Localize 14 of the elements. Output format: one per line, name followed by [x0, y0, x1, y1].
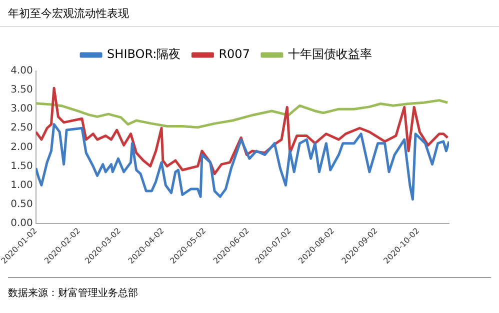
y-tick-label: 4.00 — [10, 66, 33, 77]
chart-title: 年初至今宏观流动性表现 — [0, 0, 499, 27]
y-tick-label: 1.00 — [10, 180, 33, 191]
legend-label: 十年国债收益率 — [288, 47, 372, 62]
y-tick-label: 0.50 — [10, 198, 33, 210]
y-tick-label: 3.00 — [10, 104, 33, 115]
y-tick-label: 2.00 — [10, 142, 33, 153]
y-tick-label: 2.50 — [10, 122, 33, 134]
legend-label: R007 — [218, 47, 250, 62]
y-tick-label: 3.50 — [10, 84, 33, 96]
y-tick-label: 0.00 — [10, 218, 33, 229]
source-note: 数据来源：财富管理业务总部 — [8, 286, 139, 300]
legend-label: SHIBOR:隔夜 — [107, 47, 181, 62]
y-tick-label: 1.50 — [10, 160, 33, 172]
